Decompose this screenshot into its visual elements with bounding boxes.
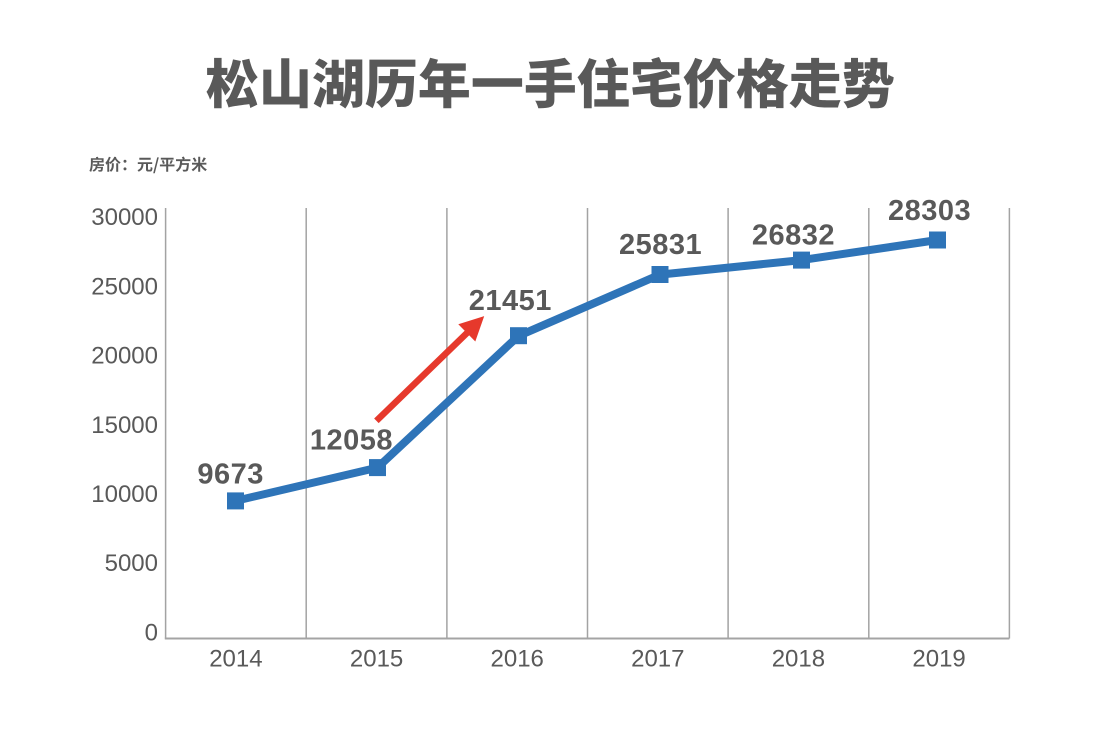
svg-text:21451: 21451 — [469, 285, 552, 317]
svg-text:2017: 2017 — [631, 645, 684, 672]
svg-text:2019: 2019 — [912, 645, 965, 672]
svg-text:5000: 5000 — [105, 550, 158, 577]
svg-text:9673: 9673 — [197, 458, 264, 490]
svg-text:15000: 15000 — [91, 412, 158, 439]
svg-text:28303: 28303 — [888, 195, 971, 227]
svg-text:2015: 2015 — [350, 645, 403, 672]
svg-text:10000: 10000 — [91, 481, 158, 508]
svg-text:20000: 20000 — [91, 343, 158, 370]
svg-text:25831: 25831 — [619, 229, 702, 261]
svg-text:2016: 2016 — [491, 645, 544, 672]
svg-text:26832: 26832 — [752, 219, 835, 251]
svg-text:25000: 25000 — [91, 273, 158, 300]
svg-text:0: 0 — [145, 619, 158, 646]
svg-text:2018: 2018 — [772, 645, 825, 672]
svg-text:2014: 2014 — [209, 645, 262, 672]
svg-text:30000: 30000 — [91, 204, 158, 231]
svg-text:12058: 12058 — [310, 425, 393, 457]
